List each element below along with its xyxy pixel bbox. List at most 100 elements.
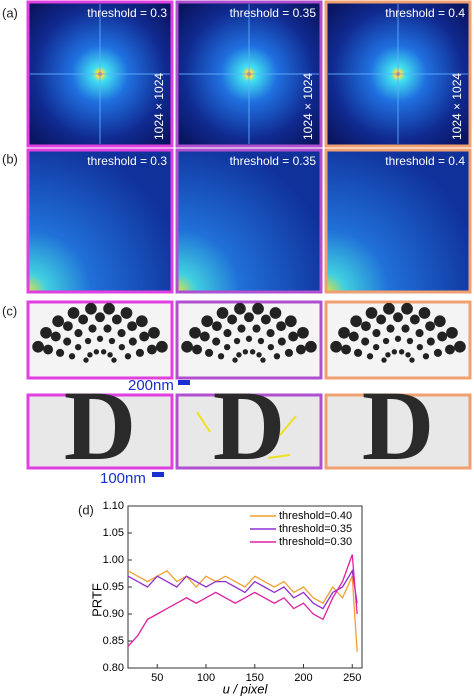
dot <box>237 324 246 333</box>
dot <box>100 349 107 355</box>
dot <box>135 315 148 328</box>
dot <box>252 324 261 333</box>
size-label: 1024 × 1024 <box>450 73 464 140</box>
dot <box>120 307 133 319</box>
legend-label: threshold=0.40 <box>279 510 352 522</box>
dot <box>297 326 309 339</box>
dot <box>50 331 61 342</box>
recon-letter <box>324 393 472 470</box>
dot <box>305 340 317 353</box>
y-tick-label: 1.05 <box>103 527 124 539</box>
dot <box>393 312 403 323</box>
dot <box>118 343 125 351</box>
dot <box>74 329 83 338</box>
dot <box>88 324 97 333</box>
dot <box>189 326 201 339</box>
dot <box>68 353 76 360</box>
dot <box>93 349 100 355</box>
series-line <box>127 569 358 652</box>
dot <box>277 337 286 346</box>
dot <box>205 348 214 357</box>
dot <box>437 331 448 342</box>
dot <box>394 335 402 342</box>
dot <box>117 329 126 338</box>
dot <box>426 337 435 346</box>
dot <box>276 321 287 332</box>
dot <box>330 340 342 353</box>
dot <box>284 315 297 328</box>
dot <box>249 349 256 355</box>
threshold-label: threshold = 0.4 <box>385 6 465 20</box>
dot <box>43 344 54 355</box>
dot <box>391 349 398 355</box>
dot <box>401 302 413 315</box>
dot <box>354 348 363 357</box>
fft-zoom <box>175 148 323 294</box>
dot <box>433 315 446 328</box>
dot <box>252 302 264 315</box>
fft-zoom <box>324 148 472 294</box>
dot <box>409 357 415 363</box>
x-tick-label: 250 <box>343 672 361 684</box>
dot <box>416 343 423 351</box>
threshold-label: threshold = 0.35 <box>230 154 317 168</box>
dot <box>376 314 387 325</box>
dot <box>267 343 274 351</box>
dot <box>87 352 93 358</box>
dot <box>256 352 262 358</box>
dot <box>139 331 150 342</box>
dot <box>146 344 157 355</box>
dot <box>96 335 104 342</box>
dot <box>223 329 232 338</box>
dot <box>444 344 455 355</box>
threshold-label: threshold = 0.4 <box>385 154 465 168</box>
dot <box>103 302 115 315</box>
dot <box>111 357 117 363</box>
panel-label: (b) <box>2 151 18 166</box>
threshold-label: threshold = 0.35 <box>230 6 317 20</box>
dot <box>212 337 221 346</box>
panel-a: (a) threshold = 0.3 1024 × 1024 threshold … <box>2 0 472 148</box>
scale-label: 100nm <box>100 470 146 487</box>
dot <box>217 353 225 360</box>
dot <box>62 321 73 332</box>
dot <box>385 352 391 358</box>
dot <box>415 329 424 338</box>
dot <box>227 314 238 325</box>
dot <box>366 353 374 360</box>
dot <box>361 337 370 346</box>
dot <box>124 353 132 360</box>
dot <box>284 348 293 357</box>
letter: D <box>362 370 434 481</box>
dot <box>148 326 160 339</box>
dot <box>181 340 193 353</box>
scale-bar <box>152 472 164 477</box>
legend-label: threshold=0.30 <box>279 536 352 548</box>
dot <box>56 348 65 357</box>
dot <box>425 321 436 332</box>
series-line <box>127 568 358 610</box>
dot <box>381 357 387 363</box>
dot <box>348 331 359 342</box>
dot <box>127 321 138 332</box>
dot <box>260 357 266 363</box>
dot <box>350 315 363 328</box>
dot <box>156 340 168 353</box>
dot <box>95 312 105 323</box>
arrow <box>267 454 291 459</box>
dot <box>103 324 112 333</box>
panel-label: (a) <box>2 5 18 20</box>
threshold-label: threshold = 0.3 <box>87 154 167 168</box>
x-tick-label: 150 <box>246 672 264 684</box>
panel-label: (d) <box>78 502 94 517</box>
dot <box>40 326 52 339</box>
dot <box>418 307 431 319</box>
dot <box>233 337 241 345</box>
dot <box>433 348 442 357</box>
chart-d: (d) u / pixel PRTF 0.80 0.85 0.90 0.95 1.00 1… <box>78 500 363 696</box>
x-tick-label: 50 <box>151 672 163 684</box>
dot <box>108 337 116 345</box>
dot <box>75 343 82 351</box>
x-tick-label: 100 <box>197 672 215 684</box>
